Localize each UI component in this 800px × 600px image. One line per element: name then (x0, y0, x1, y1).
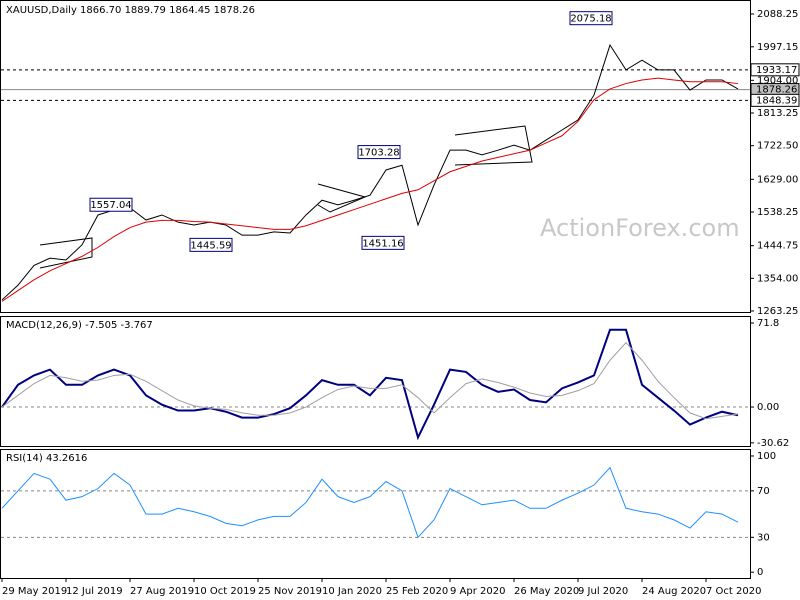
y-tick-label: 1904.00 (757, 75, 798, 86)
y-tick-label: 70 (757, 486, 770, 497)
patterns (39, 125, 533, 269)
x-tick-label: 27 Aug 2019 (130, 586, 194, 597)
x-tick-label: 10 Jan 2020 (322, 586, 382, 597)
annotation: 2075.18 (570, 14, 611, 25)
x-tick-label: 10 Oct 2019 (194, 586, 256, 597)
flag (39, 237, 93, 269)
annotation: 1703.28 (358, 148, 399, 159)
x-tick-label: 29 May 2019 (2, 586, 67, 597)
annotation-box (569, 11, 613, 26)
series-line (1, 466, 739, 539)
y-tick-label: 1813.25 (757, 108, 798, 119)
annotation: 1451.16 (362, 238, 403, 249)
y-tick-label: 1263.25 (757, 306, 798, 317)
rsi-title: RSI(14) 43.2616 (6, 453, 87, 464)
x-tick-label: 7 Oct 2020 (706, 586, 761, 597)
chart-title: XAUUSD,Daily 1866.70 1889.79 1864.45 187… (6, 5, 255, 16)
y-tick-label: 1722.50 (757, 141, 798, 152)
y-tick-label: 0 (757, 567, 763, 578)
y-tick-label: 1629.00 (757, 174, 798, 185)
x-tick-label: 24 Aug 2020 (642, 586, 706, 597)
x-tick-label: 26 May 2020 (514, 586, 579, 597)
y-tick-label: 1538.25 (757, 207, 798, 218)
annotation-box (361, 235, 405, 250)
x-tick-label: 12 Jul 2019 (66, 586, 123, 597)
price-label: 1848.39 (756, 95, 797, 106)
rsi-panel (0, 449, 751, 579)
series-line (1, 328, 739, 441)
y-tick-label: 1997.15 (757, 42, 798, 53)
annotation-box (89, 197, 133, 212)
price-label: 1933.17 (756, 65, 797, 76)
y-tick-label: 30 (757, 532, 770, 543)
price-panel (0, 0, 751, 313)
triangle (317, 183, 367, 213)
annotation-box (189, 237, 233, 252)
y-tick-label: -30.62 (757, 438, 789, 449)
price-label: 1878.26 (756, 85, 797, 96)
x-tick-label: 9 Apr 2020 (450, 586, 505, 597)
price-label-box (750, 93, 800, 107)
x-tick-label: 25 Feb 2020 (386, 586, 448, 597)
x-tick-label: 25 Nov 2019 (258, 586, 322, 597)
annotation-box (357, 145, 401, 160)
watermark: ActionForex.com (540, 214, 740, 242)
x-tick-label: 9 Jul 2020 (578, 586, 628, 597)
y-tick-label: 2088.25 (757, 9, 798, 20)
y-tick-label: 0.00 (757, 402, 779, 413)
macd-title: MACD(12,26,9) -7.505 -3.767 (6, 320, 153, 331)
annotation: 1445.59 (190, 240, 231, 251)
annotation: 1557.04 (90, 200, 131, 211)
macd-panel (0, 316, 751, 447)
series-line (1, 341, 739, 420)
flag (454, 125, 533, 166)
series-line (1, 77, 739, 302)
y-tick-label: 71.8 (757, 318, 779, 329)
y-tick-label: 1354.00 (757, 273, 798, 284)
y-tick-label: 100 (757, 451, 776, 462)
y-tick-label: 1444.75 (757, 241, 798, 252)
price-label-box (750, 63, 800, 77)
